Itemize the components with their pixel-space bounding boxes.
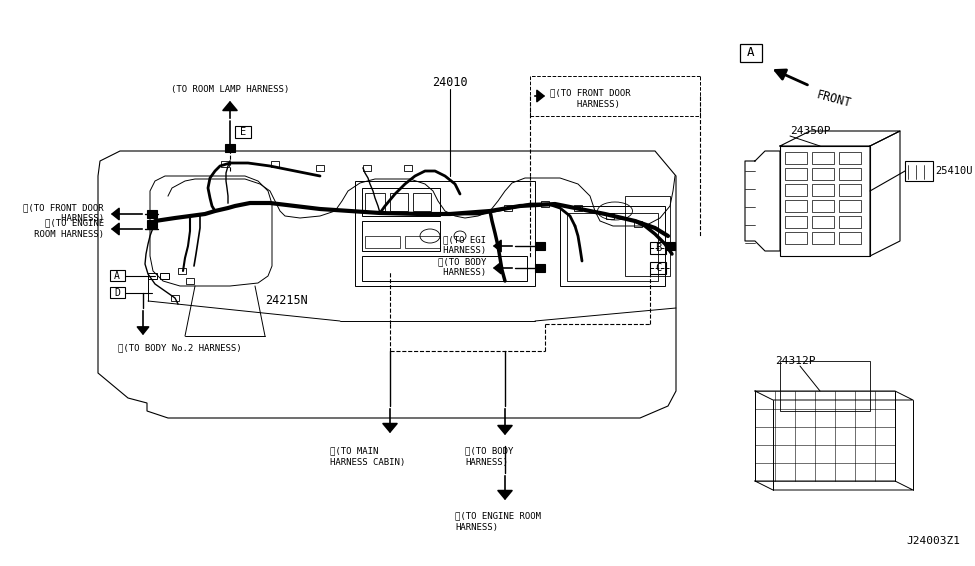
Bar	[413, 193, 431, 211]
Text: ⓘ(TO FRONT DOOR: ⓘ(TO FRONT DOOR	[550, 88, 631, 97]
Bar	[650, 262, 666, 274]
Bar	[812, 168, 834, 180]
Text: HARNESS): HARNESS)	[465, 458, 508, 467]
Bar	[110, 270, 125, 281]
Bar	[171, 295, 179, 301]
Text: HARNESS): HARNESS)	[455, 523, 498, 532]
Text: C: C	[655, 263, 661, 273]
Bar	[404, 165, 412, 171]
Bar	[148, 273, 157, 279]
Bar	[390, 193, 408, 211]
Bar	[839, 216, 861, 228]
Bar	[362, 256, 527, 281]
Text: HARNESS): HARNESS)	[550, 101, 620, 109]
Bar	[785, 168, 807, 180]
Bar	[839, 184, 861, 196]
Bar	[147, 210, 157, 218]
Text: HARNESS): HARNESS)	[45, 215, 104, 224]
Bar	[535, 242, 545, 250]
Bar	[574, 205, 582, 211]
Bar	[812, 200, 834, 212]
Bar	[362, 221, 440, 251]
Bar	[785, 232, 807, 244]
Text: J24003Z1: J24003Z1	[906, 536, 960, 546]
Bar	[839, 200, 861, 212]
Bar	[235, 126, 251, 138]
Bar	[147, 220, 157, 228]
Bar	[225, 144, 235, 152]
Text: HARNESS CABIN): HARNESS CABIN)	[330, 458, 406, 467]
Text: ⓝ(TO MAIN: ⓝ(TO MAIN	[330, 446, 378, 455]
Text: 25410U: 25410U	[935, 166, 972, 176]
Bar	[363, 165, 371, 171]
Text: D: D	[114, 288, 120, 298]
Bar	[365, 236, 400, 248]
Bar	[780, 146, 870, 256]
Bar	[567, 213, 658, 281]
Text: ⓔ(TO ENGINE ROOM: ⓔ(TO ENGINE ROOM	[455, 511, 541, 520]
Text: ⓘ(TO BODY: ⓘ(TO BODY	[438, 258, 486, 267]
Text: 24215N: 24215N	[265, 294, 308, 307]
Bar	[785, 184, 807, 196]
Bar	[405, 236, 440, 248]
Bar	[905, 161, 933, 181]
Bar	[812, 216, 834, 228]
Text: 24312P: 24312P	[775, 356, 815, 366]
Bar	[160, 273, 169, 279]
Text: E: E	[240, 127, 246, 137]
Text: ROOM HARNESS): ROOM HARNESS)	[18, 229, 104, 238]
Text: ⓙ(TO BODY: ⓙ(TO BODY	[465, 446, 514, 455]
Text: ⓚ(TO FRONT DOOR: ⓚ(TO FRONT DOOR	[23, 204, 104, 212]
Bar	[812, 184, 834, 196]
Bar	[606, 213, 614, 219]
Text: (TO ROOM LAMP HARNESS): (TO ROOM LAMP HARNESS)	[171, 85, 290, 94]
Bar	[785, 216, 807, 228]
Text: ⓖ(TO EGI: ⓖ(TO EGI	[443, 235, 486, 245]
Bar	[785, 200, 807, 212]
Bar	[780, 361, 870, 411]
Bar	[812, 232, 834, 244]
Bar	[355, 181, 535, 286]
Text: 24010: 24010	[432, 76, 468, 89]
Bar	[186, 278, 194, 284]
Bar	[316, 165, 324, 171]
Text: B: B	[655, 243, 661, 253]
Bar	[740, 44, 762, 62]
Text: HARNESS): HARNESS)	[427, 247, 486, 255]
Bar	[504, 205, 512, 211]
Bar	[365, 193, 385, 211]
Bar	[625, 196, 670, 276]
Text: ⓒ(TO ENGINE: ⓒ(TO ENGINE	[45, 218, 104, 228]
Bar	[650, 242, 666, 254]
Text: ⓗ(TO BODY No.2 HARNESS): ⓗ(TO BODY No.2 HARNESS)	[118, 343, 242, 352]
Bar	[839, 152, 861, 164]
Bar	[785, 152, 807, 164]
Bar	[271, 161, 279, 167]
Bar	[839, 232, 861, 244]
Bar	[362, 188, 440, 216]
Text: HARNESS): HARNESS)	[427, 268, 486, 277]
Bar	[110, 287, 125, 298]
Text: 24350P: 24350P	[790, 126, 831, 136]
Bar	[839, 168, 861, 180]
Bar	[535, 264, 545, 272]
Bar	[634, 221, 642, 227]
Text: FRONT: FRONT	[815, 88, 853, 110]
Bar	[178, 268, 186, 274]
Bar	[560, 206, 665, 286]
Bar	[221, 161, 229, 167]
Bar	[541, 201, 549, 207]
Bar	[665, 242, 675, 250]
Text: A: A	[747, 46, 755, 59]
Bar	[812, 152, 834, 164]
Text: A: A	[114, 271, 120, 281]
